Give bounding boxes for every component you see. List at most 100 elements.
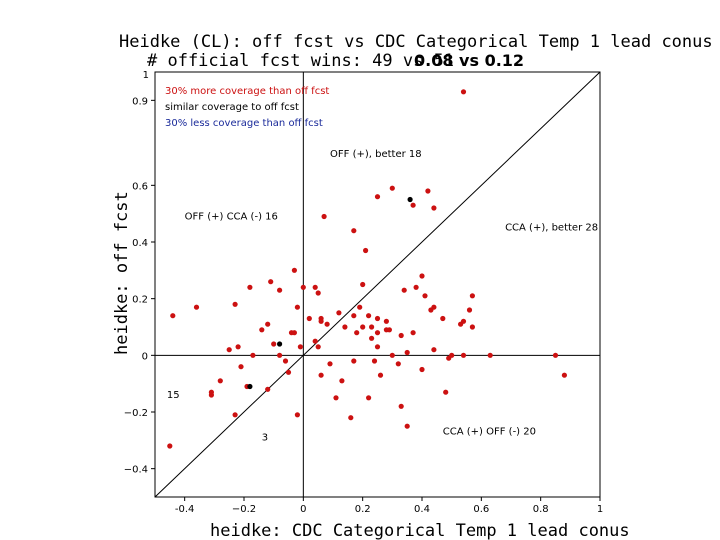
data-point [291,330,297,336]
data-point [277,341,283,347]
data-point [419,273,425,279]
x-tick-label: -0.4 [175,504,195,515]
data-point [469,324,475,330]
data-point [339,378,345,384]
chart-subtitle-scores: 0.08 vs 0.12 [414,51,524,70]
chart-title: Heidke (CL): off fcst vs CDC Categorical… [119,32,713,52]
legend: 30% more coverage than off fcst similar c… [165,86,329,129]
data-point [294,412,300,418]
data-point [208,389,214,395]
y-tick-label: −0.4 [124,465,148,476]
data-point [315,290,321,296]
data-point [232,412,238,418]
data-point [327,361,333,367]
data-point [389,352,395,358]
data-point [374,330,381,336]
data-point [291,267,297,273]
data-point [312,284,318,290]
x-tick-label: 0.4 [414,504,430,515]
y-tick-label: 0.9 [132,96,148,107]
data-point [285,369,292,375]
data-point [369,335,375,341]
plot-frame [154,71,601,498]
y-tick-label: 0.6 [132,181,148,192]
data-point [312,338,318,344]
y-tick-label: −0.2 [124,408,148,419]
data-point [431,205,437,211]
data-point [460,352,467,358]
data-point [318,372,324,378]
data-point [232,301,238,307]
data-point [342,324,348,330]
chart-subtitle: # official fcst wins: 49 vs 51 [147,51,454,71]
data-point [377,372,384,378]
data-point [277,287,283,293]
data-point [369,324,375,330]
data-point [324,321,330,327]
data-point [170,313,176,319]
data-point [300,284,306,290]
data-point [398,332,404,339]
data-point [294,304,300,310]
y-axis-title: heidke: off fcst [112,191,132,355]
x-tick-label: −0.2 [232,504,256,515]
data-point [271,341,277,347]
legend-item: 30% more coverage than off fcst [165,86,329,97]
data-point [419,366,425,373]
data-point [469,293,475,299]
data-point [410,202,416,208]
region-annotation: CCA (+) OFF (-) 20 [443,427,536,438]
data-point [366,395,372,401]
x-tick-label: 1 [597,504,603,515]
x-tick-label: 0 [300,504,306,515]
region-annotation: CCA (+), better 28 [505,223,598,234]
data-point [265,386,271,392]
data-point [235,344,241,350]
data-point [366,313,372,319]
data-point [193,304,200,310]
x-axis-title: heidke: CDC Categorical Temp 1 lead conu… [210,521,630,540]
data-point [422,293,428,299]
data-point [460,89,467,95]
region-annotation: OFF (+) CCA (-) 16 [185,211,278,222]
data-point [268,279,274,285]
data-point [306,315,312,322]
data-point [282,358,289,364]
legend-item: 30% less coverage than off fcst [165,118,323,129]
data-point [357,304,363,310]
data-point [265,321,271,327]
data-point [410,330,416,336]
data-point [333,395,339,401]
data-point [318,318,324,324]
data-point [404,349,410,356]
data-point [398,403,404,409]
data-point [431,304,437,310]
data-point [259,327,265,333]
data-point [431,347,437,353]
data-point [247,383,253,390]
data-point [351,358,357,364]
data-point [297,344,303,350]
data-point [363,247,369,254]
data-point [238,364,244,370]
data-point [360,324,366,330]
data-point [351,228,357,234]
data-point [466,307,473,313]
data-point [561,372,568,378]
diagonal-line [154,71,601,498]
x-tick-label: 0.8 [533,504,549,515]
data-point [443,389,449,395]
data-point [351,313,357,319]
data-point [386,327,392,333]
region-annotation: OFF (+), better 18 [330,149,422,160]
data-point [374,315,381,322]
data-point [360,281,366,288]
data-point [395,361,401,367]
y-tick-label: 1 [143,70,149,81]
data-point [440,315,446,322]
data-point [487,352,493,358]
x-tick-label: 0.2 [355,504,371,515]
data-point [413,284,419,290]
data-point [336,310,342,316]
data-point [374,344,381,350]
